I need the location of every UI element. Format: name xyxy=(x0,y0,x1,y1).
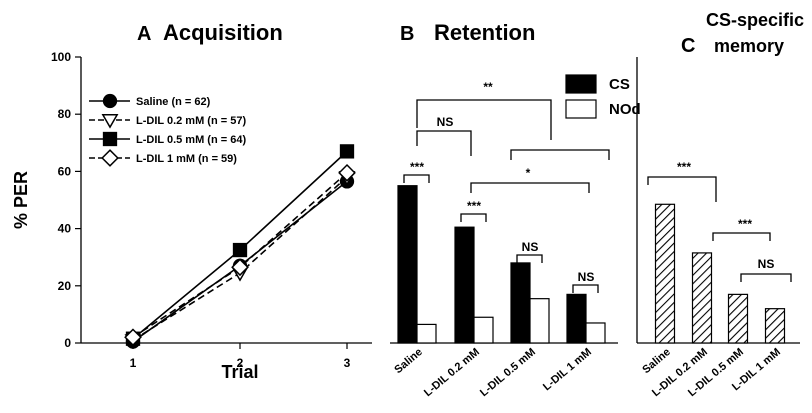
cs-bar xyxy=(510,262,531,344)
y-tick-label: 0 xyxy=(64,336,71,350)
y-tick-label: 80 xyxy=(58,107,72,121)
significance-label: ** xyxy=(483,80,493,94)
significance-label: NS xyxy=(758,257,775,271)
diamond-marker xyxy=(338,163,356,182)
significance-bracket xyxy=(647,176,717,202)
square-marker xyxy=(102,131,118,147)
significance-bracket xyxy=(572,284,599,293)
cs-bar xyxy=(566,293,587,344)
x-axis-title: Trial xyxy=(221,362,258,382)
acquisition-chart: 0 20 40 60 80 100 1 2 3 Trial % PER Saline (n = 62)… xyxy=(11,50,372,382)
significance-bracket xyxy=(712,232,771,241)
significance-bracket xyxy=(740,273,792,282)
hatched-bar xyxy=(691,252,713,344)
panel-a-title: Acquisition xyxy=(163,20,283,45)
nod-bar xyxy=(585,322,606,344)
legend-label: L-DIL 1 mM (n = 59) xyxy=(136,153,237,165)
y-tick-label: 40 xyxy=(58,222,72,236)
significance-bracket xyxy=(416,99,552,140)
diamond-marker xyxy=(231,258,249,277)
panel-b-letter: B xyxy=(400,23,414,45)
significance-label: *** xyxy=(410,160,424,174)
category-label: L-DIL 1 mM xyxy=(541,346,594,393)
category-label: Saline xyxy=(640,346,673,376)
significance-label: * xyxy=(526,166,531,180)
panel-c-letter: C xyxy=(681,35,695,57)
cs-bar xyxy=(397,185,418,344)
hatched-bar xyxy=(654,203,676,344)
significance-bracket xyxy=(403,174,430,183)
significance-label: NS xyxy=(437,115,454,129)
legend-label: L-DIL 0.5 mM (n = 64) xyxy=(136,134,246,146)
y-tick-label: 60 xyxy=(58,164,72,178)
category-label: L-DIL 0.5 mM xyxy=(478,346,538,399)
y-tick-label: 20 xyxy=(58,279,72,293)
legend-swatch xyxy=(565,74,597,94)
significance-label: *** xyxy=(738,217,752,231)
category-label: Saline xyxy=(392,346,425,376)
hatched-bar xyxy=(727,293,749,344)
triangle-marker xyxy=(101,114,119,129)
significance-bracket xyxy=(460,213,487,222)
diamond-marker xyxy=(124,328,142,347)
x-tick-label: 2 xyxy=(237,356,244,370)
panel-b-title: Retention xyxy=(434,20,535,45)
nod-bar xyxy=(473,316,494,344)
hatched-bar xyxy=(764,308,786,344)
legend-label: Saline (n = 62) xyxy=(136,96,211,108)
significance-label: NS xyxy=(578,270,595,284)
panel-a-letter: A xyxy=(137,23,151,45)
significance-label: *** xyxy=(677,160,691,174)
nod-bar xyxy=(529,298,550,344)
significance-label: *** xyxy=(467,199,481,213)
y-tick-label: 100 xyxy=(51,50,71,64)
nod-bar xyxy=(416,323,437,344)
x-tick-label: 3 xyxy=(344,356,351,370)
square-marker xyxy=(232,242,248,258)
circle-marker xyxy=(102,93,118,109)
significance-bracket xyxy=(416,130,472,156)
significance-label: NS xyxy=(522,240,539,254)
legend-label: L-DIL 0.2 mM (n = 57) xyxy=(136,115,246,127)
y-axis-title: % PER xyxy=(11,171,31,229)
x-tick-label: 1 xyxy=(130,356,137,370)
legend-swatch xyxy=(565,99,597,119)
significance-bracket xyxy=(510,149,610,160)
significance-bracket xyxy=(516,254,543,263)
cs-bar xyxy=(454,226,475,344)
legend-label: NOd xyxy=(609,101,641,118)
panel-c-title-line1: CS-specific xyxy=(706,10,804,30)
square-marker xyxy=(339,144,355,159)
panel-c-title-line2: memory xyxy=(714,36,784,56)
diamond-marker xyxy=(101,149,119,167)
category-label: L-DIL 0.2 mM xyxy=(422,346,482,399)
legend-label: CS xyxy=(609,76,630,93)
significance-bracket xyxy=(470,182,590,193)
